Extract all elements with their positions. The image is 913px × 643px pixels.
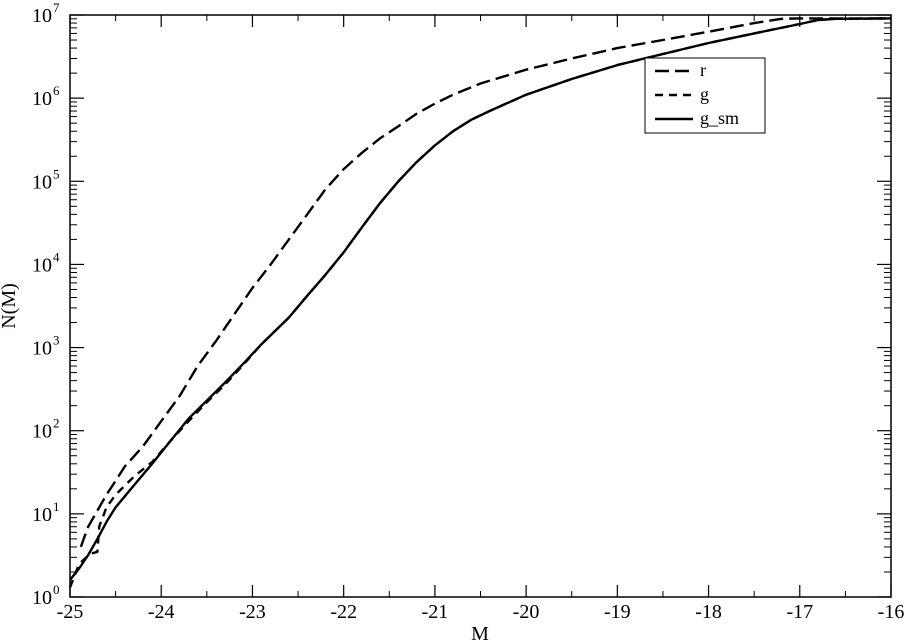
x-tick-label: -20 xyxy=(513,601,540,623)
y-tick-label: 10 xyxy=(32,254,52,276)
x-tick-label: -25 xyxy=(57,601,84,623)
x-tick-label: -24 xyxy=(148,601,175,623)
x-tick-label: -22 xyxy=(330,601,357,623)
legend-label-g: g xyxy=(700,84,709,104)
legend-box xyxy=(644,57,766,134)
y-axis-ticks xyxy=(70,14,891,598)
legend-items: rg g_sm xyxy=(655,60,739,128)
legend-label-g_sm: g_sm xyxy=(700,108,739,128)
y-tick-label-exponent: 7 xyxy=(53,0,60,15)
y-tick-label: 10 xyxy=(32,421,52,443)
x-tick-label: -17 xyxy=(786,601,813,623)
series-line-g xyxy=(68,17,892,588)
x-axis-title: M xyxy=(471,623,489,643)
y-tick-label-exponent: 6 xyxy=(53,83,60,98)
y-tick-label: 10 xyxy=(32,88,52,110)
y-tick-label: 10 xyxy=(32,5,52,27)
y-tick-label-exponent: 1 xyxy=(53,499,60,514)
plot-area-frame xyxy=(69,14,892,598)
legend-label-r: r xyxy=(700,60,706,80)
series-lines xyxy=(68,17,892,588)
y-tick-label-exponent: 5 xyxy=(53,166,60,181)
y-tick-label-exponent: 2 xyxy=(53,416,60,431)
series-line-g_sm xyxy=(69,17,892,581)
x-tick-label: -18 xyxy=(695,601,722,623)
x-tick-label: -19 xyxy=(604,601,631,623)
y-tick-label: 10 xyxy=(32,338,52,360)
x-tick-label: -21 xyxy=(422,601,449,623)
x-axis-ticks xyxy=(69,15,892,597)
x-tick-label: -23 xyxy=(239,601,266,623)
y-axis-title: N(M) xyxy=(0,283,20,329)
series-line-r xyxy=(79,17,891,548)
y-tick-label-exponent: 3 xyxy=(53,333,60,348)
y-tick-label: 10 xyxy=(32,504,52,526)
y-tick-label-exponent: 4 xyxy=(53,249,60,264)
y-tick-label-exponent: 0 xyxy=(53,582,60,597)
x-axis-tick-labels: -25 -24 -23 -22 -21 -20 -19 -18 -17 -16 xyxy=(57,601,905,623)
legend: rg g_sm xyxy=(644,57,766,134)
y-tick-label: 10 xyxy=(32,587,52,609)
y-tick-label: 10 xyxy=(32,171,52,193)
x-tick-label: -16 xyxy=(878,601,905,623)
